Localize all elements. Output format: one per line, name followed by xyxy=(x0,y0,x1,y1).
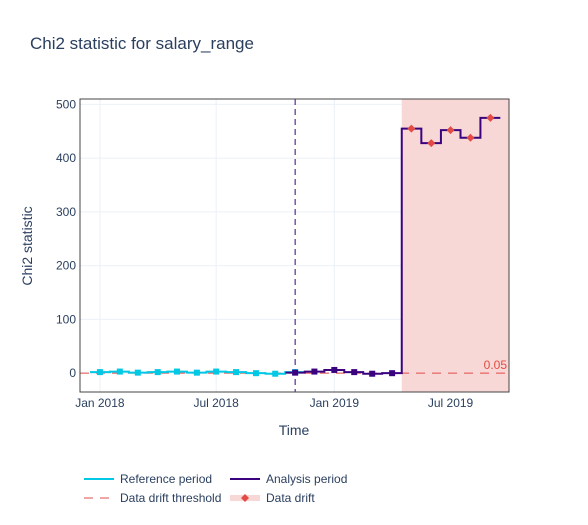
reference-point xyxy=(233,369,240,376)
x-tick-label: Jul 2019 xyxy=(428,396,474,410)
reference-point xyxy=(134,369,141,376)
y-tick-label: 500 xyxy=(56,97,76,111)
legend-item-reference[interactable]: Reference period xyxy=(84,472,212,486)
reference-point xyxy=(173,368,180,375)
y-axis-title: Chi2 statistic xyxy=(19,206,35,285)
x-tick-label: Jan 2019 xyxy=(310,396,360,410)
drift-point xyxy=(466,133,475,142)
x-tick-label: Jan 2018 xyxy=(75,396,125,410)
y-tick-label: 100 xyxy=(56,312,76,326)
drift-point xyxy=(486,113,495,122)
analysis-point xyxy=(369,370,376,377)
reference-point xyxy=(272,370,279,377)
legend-item-threshold[interactable]: Data drift threshold xyxy=(84,491,221,505)
reference-point xyxy=(154,369,161,376)
reference-point xyxy=(96,369,103,376)
drift-point xyxy=(427,139,436,148)
legend: Reference period Analysis period Data dr… xyxy=(84,472,384,512)
plot-frame xyxy=(79,98,510,393)
legend-drift-swatch-icon xyxy=(230,494,260,502)
legend-label-reference: Reference period xyxy=(120,472,213,486)
analysis-point xyxy=(389,370,396,377)
drift-point xyxy=(446,126,455,135)
legend-label-threshold: Data drift threshold xyxy=(120,491,222,505)
legend-line-reference-icon xyxy=(84,478,114,480)
reference-point xyxy=(213,368,220,375)
x-tick-label: Jul 2018 xyxy=(193,396,239,410)
legend-label-drift: Data drift xyxy=(266,491,315,505)
reference-point xyxy=(116,368,123,375)
y-tick-label: 400 xyxy=(56,151,76,165)
legend-label-analysis: Analysis period xyxy=(266,472,348,486)
legend-item-analysis[interactable]: Analysis period xyxy=(230,472,347,486)
legend-line-analysis-icon xyxy=(230,478,260,480)
x-axis-title: Time xyxy=(279,422,310,438)
y-tick-label: 0 xyxy=(69,366,76,380)
analysis-point xyxy=(311,368,318,375)
reference-point xyxy=(193,369,200,376)
drift-point xyxy=(407,124,416,133)
y-tick-label: 200 xyxy=(56,259,76,273)
y-tick-label: 300 xyxy=(56,205,76,219)
threshold-label: 0.05 xyxy=(484,358,508,372)
analysis-point xyxy=(292,369,299,376)
legend-dash-threshold-icon xyxy=(84,497,114,499)
analysis-point xyxy=(331,366,338,373)
chart-title: Chi2 statistic for salary_range xyxy=(30,34,254,53)
drift-band xyxy=(401,99,509,392)
reference-point xyxy=(252,370,259,377)
legend-item-drift[interactable]: Data drift xyxy=(230,491,315,505)
analysis-point xyxy=(351,369,358,376)
